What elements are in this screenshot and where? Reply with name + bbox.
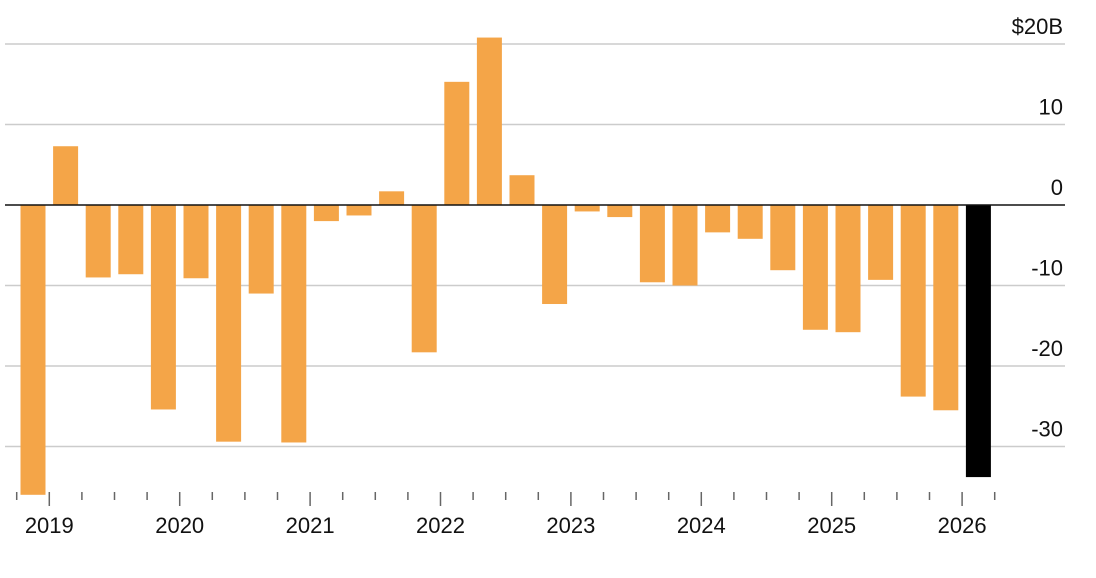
bar: [411, 205, 437, 353]
bar: [933, 205, 959, 411]
y-tick-label: $20B: [1012, 14, 1063, 39]
bar: [705, 205, 731, 233]
bar: [868, 205, 894, 280]
x-tick-label: 2019: [25, 513, 74, 538]
bar: [476, 37, 502, 206]
gridlines: [5, 43, 1065, 448]
y-tick-label: -20: [1031, 336, 1063, 361]
bar: [607, 205, 633, 218]
bar: [53, 146, 79, 205]
bar: [542, 205, 568, 305]
x-tick-label: 2026: [938, 513, 987, 538]
bar: [313, 205, 339, 222]
y-tick-label: 10: [1039, 95, 1063, 120]
bar: [672, 205, 698, 286]
bar: [379, 191, 405, 205]
bar: [770, 205, 796, 271]
y-tick-label: -30: [1031, 417, 1063, 442]
x-tick-label: 2020: [155, 513, 204, 538]
y-tick-label: -10: [1031, 256, 1063, 281]
bar: [118, 205, 144, 275]
x-tick-label: 2023: [546, 513, 595, 538]
y-axis-ticks: $20B 10 0 -10 -20 -30: [1012, 14, 1063, 442]
x-tick-label: 2024: [677, 513, 726, 538]
bars: [20, 37, 991, 495]
bar: [509, 175, 535, 205]
y-tick-label: 0: [1051, 175, 1063, 200]
bar: [150, 205, 176, 410]
bar: [20, 205, 46, 495]
x-tick-label: 2022: [416, 513, 465, 538]
bar: [444, 81, 470, 205]
bar: [900, 205, 926, 397]
bar: [737, 205, 763, 239]
bar: [248, 205, 274, 294]
bar: [802, 205, 828, 330]
bar-highlighted: [965, 205, 991, 478]
bar: [346, 205, 372, 216]
bar: [835, 205, 861, 333]
bar: [639, 205, 665, 283]
bar: [85, 205, 111, 278]
x-tick-label: 2025: [807, 513, 856, 538]
bar: [216, 205, 242, 442]
x-axis: 2019 2020 2021 2022 2023 2024 2025 2026: [15, 492, 996, 538]
bar: [281, 205, 307, 443]
bar: [183, 205, 209, 279]
bar: [574, 205, 600, 212]
x-tick-label: 2021: [286, 513, 335, 538]
